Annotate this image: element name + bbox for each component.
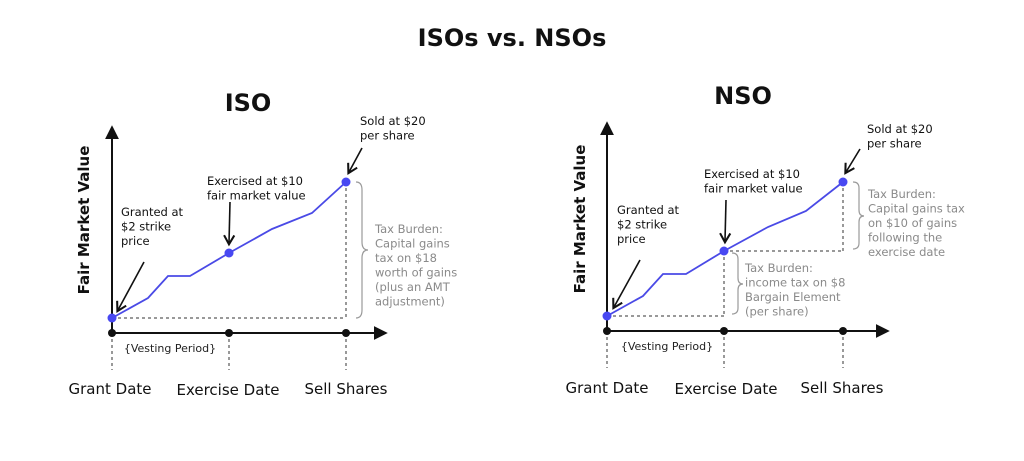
nso-exercised-arrow [719,199,732,245]
iso-sell-point [341,177,351,187]
nso-sold-annotation: Sold at $20 per share [867,122,936,151]
iso-y-axis-label: Fair Market Value [75,146,93,295]
iso-grant-marker [108,329,116,337]
iso-tax-annotation: Tax Burden: Capital gains tax on $18 wor… [374,222,461,309]
iso-granted-arrow [116,261,145,313]
nso-exercise-point [719,246,729,256]
iso-exercise-marker [225,329,233,337]
page-title: ISOs vs. NSOs [418,24,607,52]
nso-heading: NSO [714,82,772,110]
nso-tick-exercise-date: Exercise Date [674,380,777,398]
nso-panel: NSO Fair Market Value Grant Date Exercis… [566,82,968,398]
nso-tick-grant-date: Grant Date [566,379,649,397]
iso-tax-brace [355,181,369,319]
nso-granted-annotation: Granted at $2 strike price [617,203,683,246]
nso-sold-arrow [844,148,861,175]
nso-sale-tax-annotation: Tax Burden: Capital gains tax on $10 of … [867,187,968,259]
nso-exercised-annotation: Exercised at $10 fair market value [704,167,804,196]
iso-exercised-arrow [223,201,236,247]
nso-exercise-tax-brace [731,252,744,315]
nso-granted-arrow [612,259,641,310]
iso-vesting-period: {Vesting Period} [124,342,216,355]
iso-sold-annotation: Sold at $20 per share [360,114,429,143]
iso-panel: ISO Fair Market Value Grant Date Exercis… [69,89,461,399]
iso-sell-marker [342,329,350,337]
nso-vesting-period: {Vesting Period} [621,340,713,353]
iso-exercised-annotation: Exercised at $10 fair market value [207,174,307,203]
iso-tick-grant-date: Grant Date [69,380,152,398]
nso-value-line [606,181,844,317]
iso-tick-sell-shares: Sell Shares [305,380,388,398]
nso-exercise-marker [720,327,728,335]
iso-value-line [111,181,347,319]
iso-grant-point [107,313,117,323]
iso-sold-arrow [347,147,363,175]
nso-grant-marker [603,327,611,335]
iso-heading: ISO [225,89,272,117]
iso-exercise-point [224,248,234,258]
nso-exercise-tax-annotation: Tax Burden: income tax on $8 Bargain Ele… [744,261,849,319]
nso-tick-sell-shares: Sell Shares [801,379,884,397]
nso-sale-tax-brace [852,181,865,250]
nso-sell-point [838,177,848,187]
nso-grant-point [602,311,612,321]
nso-sell-marker [839,327,847,335]
iso-tick-exercise-date: Exercise Date [176,381,279,399]
nso-y-axis-label: Fair Market Value [571,145,589,294]
iso-granted-annotation: Granted at $2 strike price [121,205,187,248]
